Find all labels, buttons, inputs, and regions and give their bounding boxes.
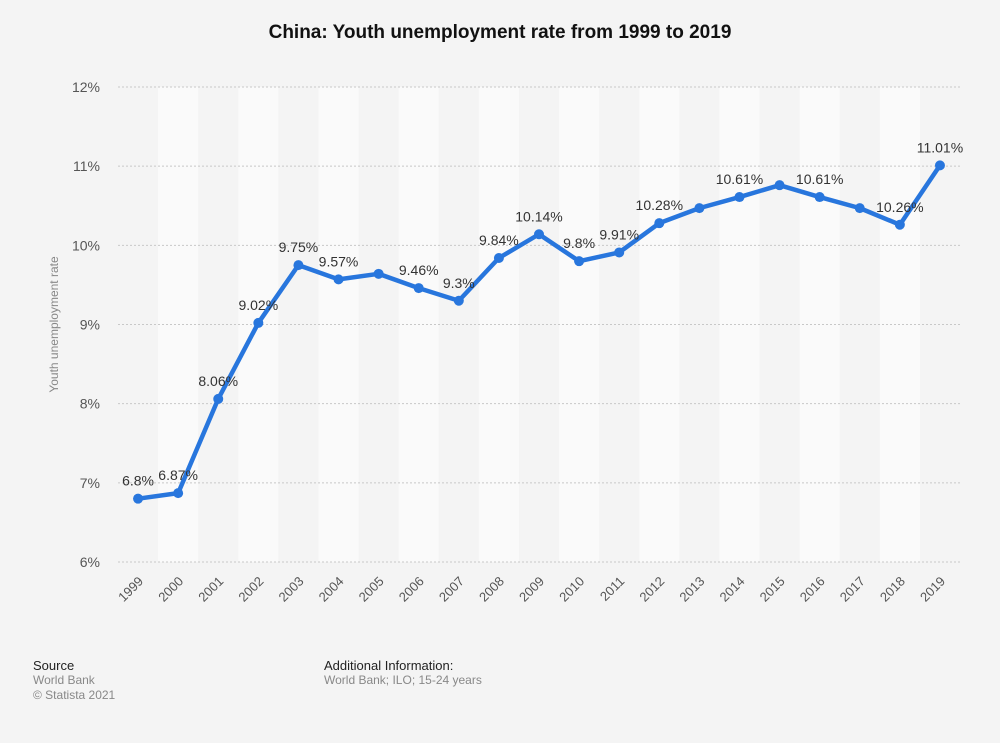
data-label: 10.61% <box>796 171 843 187</box>
x-tick-label: 2018 <box>877 574 908 605</box>
source-heading: Source <box>33 658 75 673</box>
additional-info-block: Additional Information: World Bank; ILO;… <box>324 658 482 688</box>
data-label: 9.57% <box>319 253 359 269</box>
data-point <box>694 203 705 214</box>
data-point <box>654 218 665 229</box>
data-point <box>493 253 504 263</box>
copyright: © Statista 2021 <box>33 688 116 702</box>
data-label: 10.26% <box>876 199 923 215</box>
data-label: 10.28% <box>636 197 683 213</box>
data-label: 9.84% <box>479 232 519 248</box>
x-tick-label: 2014 <box>717 574 748 605</box>
x-tick-label: 2006 <box>396 574 427 605</box>
y-axis-label: Youth unemployment rate <box>47 256 61 393</box>
y-tick-label: 8% <box>80 396 100 412</box>
x-tick-label: 2003 <box>275 574 306 605</box>
y-tick-label: 10% <box>72 237 100 253</box>
x-tick-label: 2009 <box>516 574 547 605</box>
data-label: 9.02% <box>238 297 278 313</box>
x-tick-label: 2002 <box>235 574 266 605</box>
data-point <box>814 192 825 203</box>
data-label: 11.01% <box>917 139 963 155</box>
y-tick-label: 11% <box>73 158 100 174</box>
x-tick-label: 1999 <box>115 574 146 605</box>
x-tick-label: 2007 <box>436 574 467 605</box>
data-point <box>413 283 424 294</box>
additional-info-heading: Additional Information: <box>324 658 454 673</box>
x-tick-label: 2011 <box>597 574 627 604</box>
data-point <box>534 229 544 240</box>
data-label: 9.3% <box>443 275 475 291</box>
data-label: 9.46% <box>399 262 439 278</box>
y-tick-label: 12% <box>72 79 100 95</box>
x-tick-label: 2004 <box>316 574 347 605</box>
data-label: 9.8% <box>563 235 595 251</box>
source-block: Source World Bank © Statista 2021 <box>33 658 115 703</box>
x-tick-label: 2001 <box>195 574 226 605</box>
y-tick-label: 6% <box>80 554 100 570</box>
data-point <box>894 219 905 230</box>
data-point <box>574 256 585 267</box>
data-label: 8.06% <box>198 373 238 389</box>
x-tick-label: 2013 <box>676 574 707 605</box>
data-point <box>734 192 745 203</box>
data-point <box>133 493 144 504</box>
data-label: 6.87% <box>158 467 198 483</box>
x-tick-label: 2016 <box>797 574 828 605</box>
y-tick-label: 7% <box>80 475 100 491</box>
x-tick-label: 2010 <box>556 574 587 605</box>
x-tick-label: 2012 <box>636 574 667 605</box>
line-chart: 6% 7% 8% 9% 10% 11% 12% Youth unemployment rate… <box>47 79 963 605</box>
data-point <box>293 260 304 271</box>
x-tick-label: 2000 <box>155 574 186 605</box>
data-label: 9.91% <box>599 226 639 242</box>
additional-info-text: World Bank; ILO; 15-24 years <box>324 673 482 687</box>
data-point <box>253 317 264 328</box>
data-point <box>453 295 464 306</box>
data-point <box>614 247 625 258</box>
x-tick-label: 2019 <box>917 574 948 605</box>
x-tick-label: 2015 <box>757 574 788 605</box>
x-tick-label: 2008 <box>476 574 507 605</box>
x-tick-label: 2017 <box>837 574 868 605</box>
data-point <box>774 180 785 191</box>
data-label: 9.75% <box>279 239 319 255</box>
data-point <box>213 393 224 404</box>
data-label: 10.14% <box>515 208 562 224</box>
data-label: 6.8% <box>122 473 154 489</box>
data-point <box>333 274 344 285</box>
source-line: World Bank <box>33 673 95 687</box>
data-point <box>934 160 945 171</box>
x-tick-label: 2005 <box>356 574 387 605</box>
data-point <box>854 203 865 214</box>
chart-title: China: Youth unemployment rate from 1999… <box>268 22 732 43</box>
data-label: 10.61% <box>716 171 763 187</box>
data-point <box>373 268 384 279</box>
data-point <box>173 488 184 499</box>
y-tick-label: 9% <box>80 317 100 333</box>
